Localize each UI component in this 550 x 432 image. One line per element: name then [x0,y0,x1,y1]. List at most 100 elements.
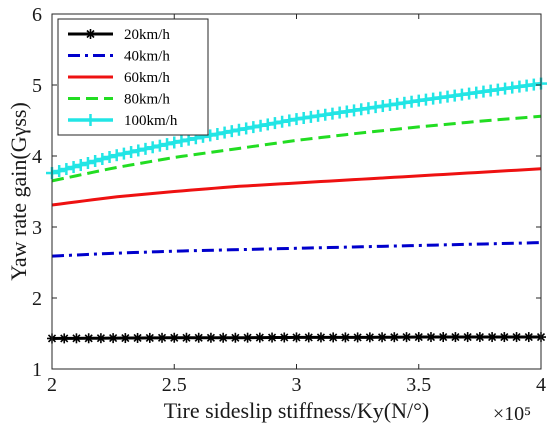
marker-stroke [475,332,484,342]
marker-stroke [206,333,215,342]
marker-plus [211,127,224,140]
marker-asterisk [364,332,375,343]
marker-stroke [182,333,191,342]
legend-entry: 60km/h [68,70,170,86]
x-tick-label: 4 [536,374,546,396]
x-tick-label: 2.5 [162,374,187,396]
marker-asterisk [315,332,326,343]
marker-asterisk [438,332,449,343]
x-tick-label: 2 [47,374,57,396]
marker-stroke [378,333,387,342]
legend-label: 100km/h [124,113,178,129]
marker-asterisk [511,332,522,343]
marker-asterisk [205,332,216,343]
marker-stroke [451,332,460,342]
marker-plus [103,151,116,164]
marker-asterisk [413,332,424,343]
marker-asterisk [487,332,498,343]
series-line [51,114,542,183]
marker-asterisk [401,332,412,343]
marker-plus [240,122,253,135]
series-80kmh [51,114,542,183]
marker-plus [139,142,152,155]
marker-stroke [329,333,338,342]
marker-stroke [84,334,93,343]
marker-stroke [439,332,448,342]
legend-entry: 80km/h [68,92,170,108]
marker-plus [254,119,267,132]
y-tick-label: 1 [32,359,42,381]
marker-stroke [109,334,118,343]
marker-asterisk [218,332,229,343]
marker-plus [74,159,87,172]
marker-asterisk [95,333,106,344]
marker-asterisk [352,332,363,343]
marker-asterisk [389,332,400,343]
marker-asterisk [303,332,314,343]
series-60kmh [51,167,542,207]
y-tick-label: 2 [32,288,42,310]
x-axis-multiplier: ×10⁵ [493,403,531,425]
marker-plus [175,135,188,148]
legend-label: 80km/h [124,92,170,108]
marker-stroke [255,333,264,342]
marker-asterisk [181,332,192,343]
marker-stroke [121,333,130,343]
marker-plus [96,153,109,166]
marker-stroke [219,333,228,342]
marker-plus [247,121,260,134]
marker-asterisk [144,332,155,343]
marker-asterisk [279,332,290,343]
series-line [51,241,542,258]
marker-stroke [353,333,362,342]
legend: 20km/h 40km/h 60km/h 80km/h 100km/h [57,18,209,136]
marker-stroke [390,333,399,342]
y-tick-label: 3 [32,217,42,239]
legend-entry: 100km/h [68,113,178,129]
marker-asterisk [340,332,351,343]
marker-stroke [231,333,240,342]
marker-asterisk [193,332,204,343]
marker-asterisk [254,332,265,343]
marker-asterisk [474,332,485,343]
marker-stroke [463,332,472,342]
marker-plus [146,141,159,154]
marker-plus [276,115,289,128]
marker-plus [182,133,195,146]
marker-stroke [96,334,105,343]
plot-area [46,77,547,344]
series-40kmh [51,241,542,258]
legend-label: 20km/h [124,27,170,43]
marker-stroke [267,333,277,342]
marker-asterisk [462,332,473,343]
marker-stroke [488,332,497,342]
marker-asterisk [267,332,278,343]
series-20kmh [47,332,546,344]
series-100kmh [46,77,547,180]
series-line [51,167,542,207]
marker-stroke [500,332,509,342]
marker-plus [89,155,102,168]
marker-plus [153,139,166,152]
marker-asterisk [59,333,70,344]
marker-stroke [304,333,313,342]
marker-stroke [72,334,81,343]
marker-stroke [157,333,167,342]
marker-stroke [292,333,301,342]
marker-asterisk [523,332,534,343]
marker-plus [67,161,80,174]
marker-stroke [365,333,374,342]
legend-entry: 40km/h [68,49,170,65]
marker-stroke [426,332,436,342]
marker-stroke [414,332,423,342]
marker-asterisk [157,332,168,343]
marker-plus [110,149,123,162]
marker-plus [232,123,245,136]
marker-stroke [341,333,350,342]
marker-plus [132,144,145,157]
marker-stroke [512,332,521,342]
marker-plus [117,147,130,160]
marker-plus [81,157,94,170]
marker-asterisk [120,333,131,344]
